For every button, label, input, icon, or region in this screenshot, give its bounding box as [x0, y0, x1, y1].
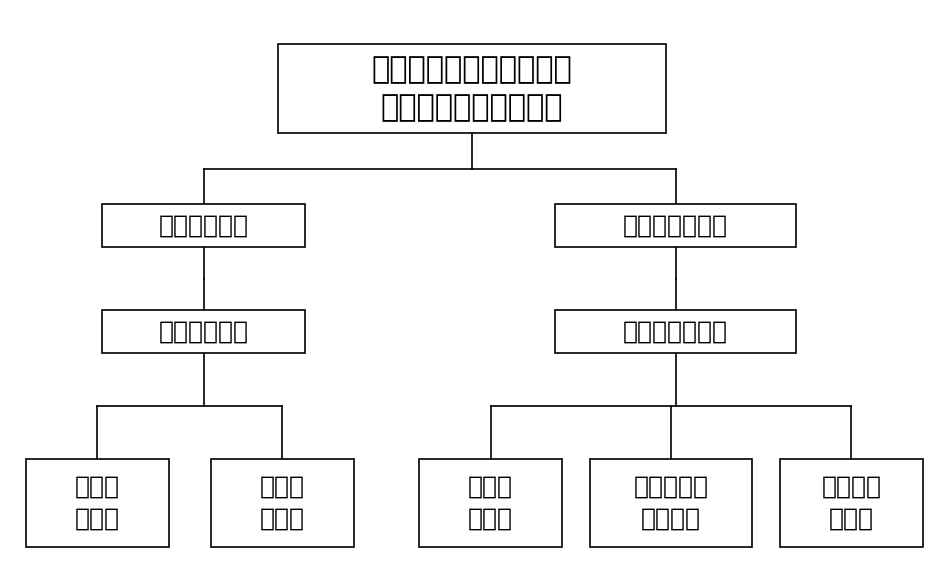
FancyBboxPatch shape: [419, 459, 563, 547]
Text: 虹吸排
水方法: 虹吸排 水方法: [468, 475, 513, 531]
FancyBboxPatch shape: [590, 459, 751, 547]
Text: 主动防控措施: 主动防控措施: [159, 319, 248, 343]
FancyBboxPatch shape: [102, 205, 306, 247]
Text: 软式透水管
排水方法: 软式透水管 排水方法: [633, 475, 708, 531]
Text: 长期治理方法: 长期治理方法: [159, 214, 248, 238]
Text: 疏排水工程措施: 疏排水工程措施: [623, 319, 728, 343]
FancyBboxPatch shape: [25, 459, 169, 547]
FancyBboxPatch shape: [102, 310, 306, 353]
Text: 节水灌
溉措施: 节水灌 溉措施: [75, 475, 120, 531]
FancyBboxPatch shape: [278, 44, 666, 133]
Text: 地表防
渗措施: 地表防 渗措施: [260, 475, 305, 531]
FancyBboxPatch shape: [555, 205, 796, 247]
FancyBboxPatch shape: [211, 459, 354, 547]
FancyBboxPatch shape: [555, 310, 796, 353]
FancyBboxPatch shape: [780, 459, 923, 547]
Text: 基于地下水位控制的黄土
台塬滑坡综合治理方法: 基于地下水位控制的黄土 台塬滑坡综合治理方法: [372, 55, 572, 122]
Text: 中短期治理方法: 中短期治理方法: [623, 214, 728, 238]
Text: 辐射井排
水方法: 辐射井排 水方法: [821, 475, 882, 531]
